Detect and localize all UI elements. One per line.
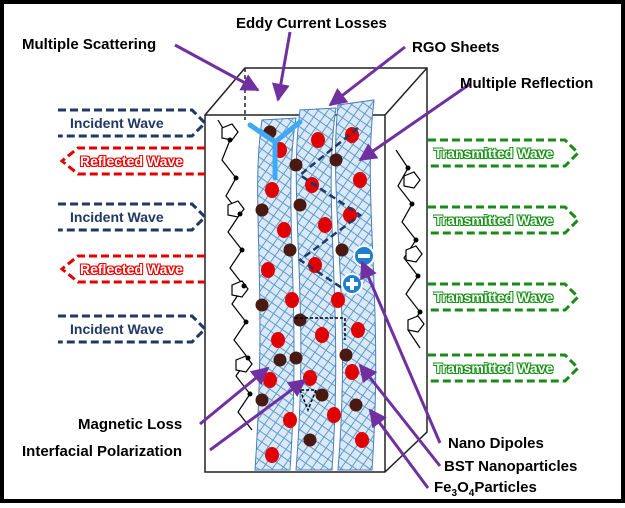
reflection-path (297, 127, 363, 292)
incident-wave-label: Incident Wave (70, 209, 164, 225)
multiple-scattering-label: Multiple Scattering (22, 36, 157, 53)
fe3o4-o: O (457, 479, 469, 496)
fe3o4-sub2: 4 (468, 488, 475, 499)
left-wave-arrows (58, 108, 208, 344)
right-wave-arrows (428, 138, 581, 383)
transmitted-wave-label: Transmitted Wave (434, 289, 554, 305)
incident-wave-label: Incident Wave (70, 321, 164, 337)
transmitted-wave-label: Transmitted Wave (434, 145, 554, 161)
fe3o4-sub1: 3 (451, 488, 458, 499)
transmitted-wave-label: Transmitted Wave (434, 212, 554, 228)
label-pointers (174, 31, 471, 489)
polymer-nodes (227, 137, 423, 397)
transmitted-wave-label: Transmitted Wave (434, 360, 554, 376)
incident-wave-label: Incident Wave (70, 115, 164, 131)
reflected-wave-label: Reflected Wave (80, 261, 183, 277)
interfacial-polarization-label: Interfacial Polarization (22, 443, 183, 460)
reflected-wave-label: Reflected Wave (80, 153, 183, 169)
interfacial-box (295, 317, 346, 413)
fe3o4-particles-label: Fe3O4Particles (434, 480, 537, 499)
eddy-current-label: Eddy Current Losses (236, 15, 387, 32)
nano-dipoles-label: Nano Dipoles (448, 435, 544, 452)
multiple-reflection-label: Multiple Reflection (460, 75, 594, 92)
fe3o4-particles-text: Particles (474, 479, 537, 496)
rgo-sheets-label: RGO Sheets (412, 39, 500, 56)
scattering-arrows (247, 119, 303, 181)
fe3o4-fe: Fe (434, 479, 452, 496)
bst-nanoparticles-label: BST Nanoparticles (444, 458, 578, 475)
magnetic-loss-label: Magnetic Loss (78, 416, 183, 433)
